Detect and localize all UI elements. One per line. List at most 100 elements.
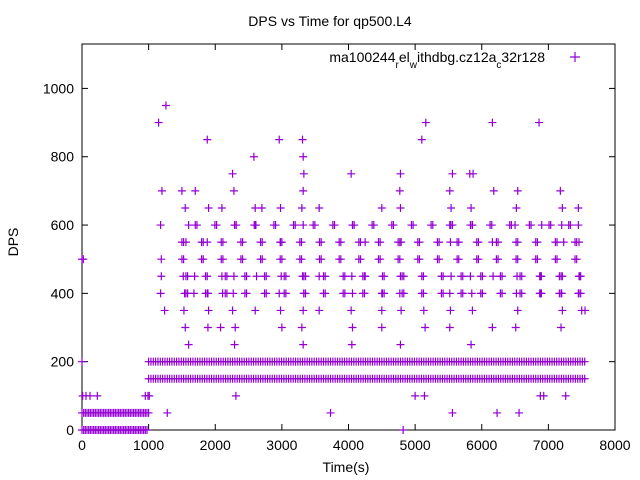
data-point — [291, 221, 300, 230]
data-point — [203, 238, 212, 247]
data-point — [275, 135, 284, 144]
plot-border — [81, 43, 616, 431]
data-point — [321, 289, 330, 298]
data-point — [575, 238, 584, 247]
data-point — [439, 272, 448, 281]
data-point — [498, 272, 507, 281]
data-point — [218, 255, 227, 264]
data-point — [78, 357, 86, 366]
data-point — [557, 289, 566, 298]
data-point — [160, 306, 169, 315]
data-point — [467, 340, 476, 349]
data-points — [78, 101, 590, 434]
data-point — [580, 374, 589, 383]
data-point — [315, 203, 324, 212]
data-point — [396, 340, 405, 349]
y-tick-label: 0 — [66, 422, 74, 438]
data-point — [299, 289, 308, 298]
data-point — [533, 238, 542, 247]
data-point — [380, 272, 389, 281]
data-point — [157, 272, 166, 281]
data-point — [347, 169, 356, 178]
data-point — [203, 289, 212, 298]
data-point — [556, 186, 565, 195]
data-point — [580, 357, 589, 366]
data-point — [179, 255, 188, 264]
x-tick-label: 1000 — [133, 437, 164, 453]
data-point — [498, 289, 507, 298]
y-tick-label: 600 — [51, 217, 75, 233]
data-point — [336, 255, 345, 264]
data-point — [447, 203, 456, 212]
data-point — [258, 238, 267, 247]
data-point — [396, 203, 405, 212]
data-point — [376, 238, 385, 247]
data-point — [420, 391, 429, 400]
legend-label: ma100244relwithdbg.cz12ac32r128 — [329, 49, 545, 71]
data-point — [79, 255, 88, 264]
data-point — [539, 391, 548, 400]
x-tick-label: 0 — [78, 437, 86, 453]
data-point — [326, 408, 335, 417]
data-point — [360, 289, 369, 298]
data-point — [218, 289, 227, 298]
data-point — [348, 289, 357, 298]
data-point — [347, 272, 356, 281]
x-axis-ticks: 0 1000 2000 3000 4000 5000 6000 7000 8000 — [78, 44, 631, 453]
data-point — [181, 203, 190, 212]
legend-marker-plus — [570, 52, 580, 62]
data-point — [242, 289, 251, 298]
legend-label-part: ma100244 — [329, 49, 395, 65]
y-tick-label: 200 — [51, 354, 75, 370]
data-point — [217, 203, 226, 212]
data-point — [546, 221, 555, 230]
data-point — [199, 255, 208, 264]
data-point — [397, 306, 406, 315]
data-point — [204, 306, 213, 315]
data-point — [340, 289, 349, 298]
data-point — [417, 135, 426, 144]
data-point — [581, 306, 590, 315]
data-point — [179, 272, 188, 281]
data-point — [377, 323, 386, 332]
data-point — [180, 289, 189, 298]
data-point — [299, 152, 308, 161]
legend-marker — [570, 52, 580, 62]
data-point — [377, 203, 386, 212]
data-point — [340, 272, 349, 281]
data-point — [203, 272, 212, 281]
data-point — [231, 323, 240, 332]
data-point — [297, 203, 306, 212]
data-point — [494, 255, 503, 264]
chart-title: DPS vs Time for qp500.L4 — [248, 13, 412, 29]
data-point — [299, 186, 308, 195]
data-point — [446, 238, 455, 247]
plot-frame — [81, 43, 616, 431]
data-point — [299, 221, 308, 230]
data-point — [156, 289, 165, 298]
data-point — [212, 221, 221, 230]
data-point — [179, 306, 188, 315]
data-point — [467, 289, 476, 298]
data-point — [411, 391, 420, 400]
data-point — [515, 408, 524, 417]
legend-label-part: ithdbg.cz12a — [417, 49, 497, 65]
data-point — [533, 255, 542, 264]
data-point — [191, 186, 200, 195]
data-point — [421, 118, 430, 127]
data-point — [156, 221, 165, 230]
data-point — [468, 306, 477, 315]
legend: ma100244relwithdbg.cz12ac32r128 — [329, 49, 580, 71]
x-axis-label: Time(s) — [323, 459, 370, 475]
data-point — [347, 340, 356, 349]
data-point — [218, 238, 227, 247]
data-point — [142, 426, 151, 434]
data-point — [230, 340, 239, 349]
data-point — [448, 408, 457, 417]
data-point — [85, 391, 94, 400]
data-point — [275, 289, 284, 298]
data-point — [189, 289, 198, 298]
data-point — [419, 272, 428, 281]
data-point — [478, 289, 487, 298]
data-point — [513, 272, 522, 281]
